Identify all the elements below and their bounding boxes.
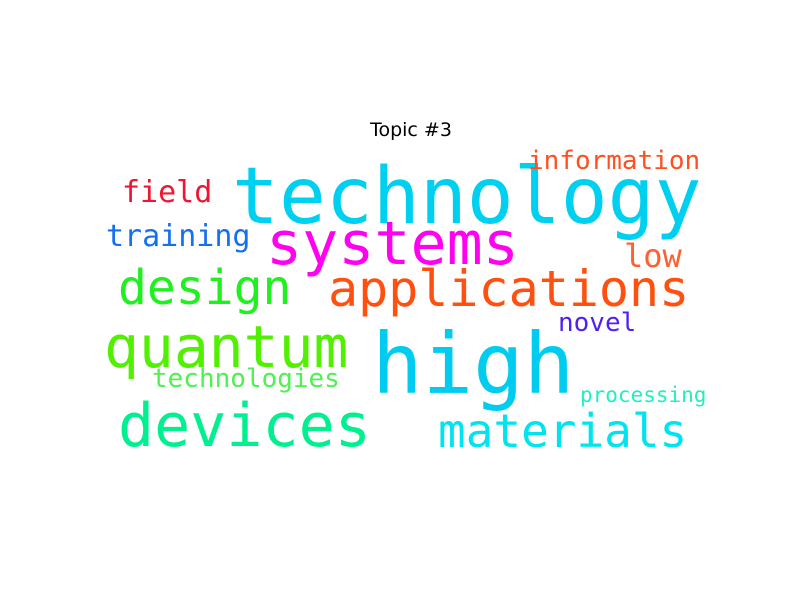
chart-title: Topic #3 [370, 119, 452, 141]
word-materials: materials [438, 404, 688, 458]
word-processing: processing [580, 383, 707, 407]
word-applications: applications [328, 260, 690, 318]
word-technologies: technologies [152, 364, 340, 394]
word-field: field [122, 175, 213, 210]
word-information: information [528, 146, 701, 176]
word-novel: novel [558, 308, 637, 338]
word-design: design [118, 260, 292, 316]
word-systems: systems [266, 209, 519, 279]
word-training: training [106, 219, 251, 254]
word-quantum: quantum [104, 313, 349, 381]
word-high: high [372, 315, 575, 413]
word-low: low [624, 237, 682, 275]
word-technology: technology [232, 152, 702, 242]
word-devices: devices [118, 391, 371, 461]
